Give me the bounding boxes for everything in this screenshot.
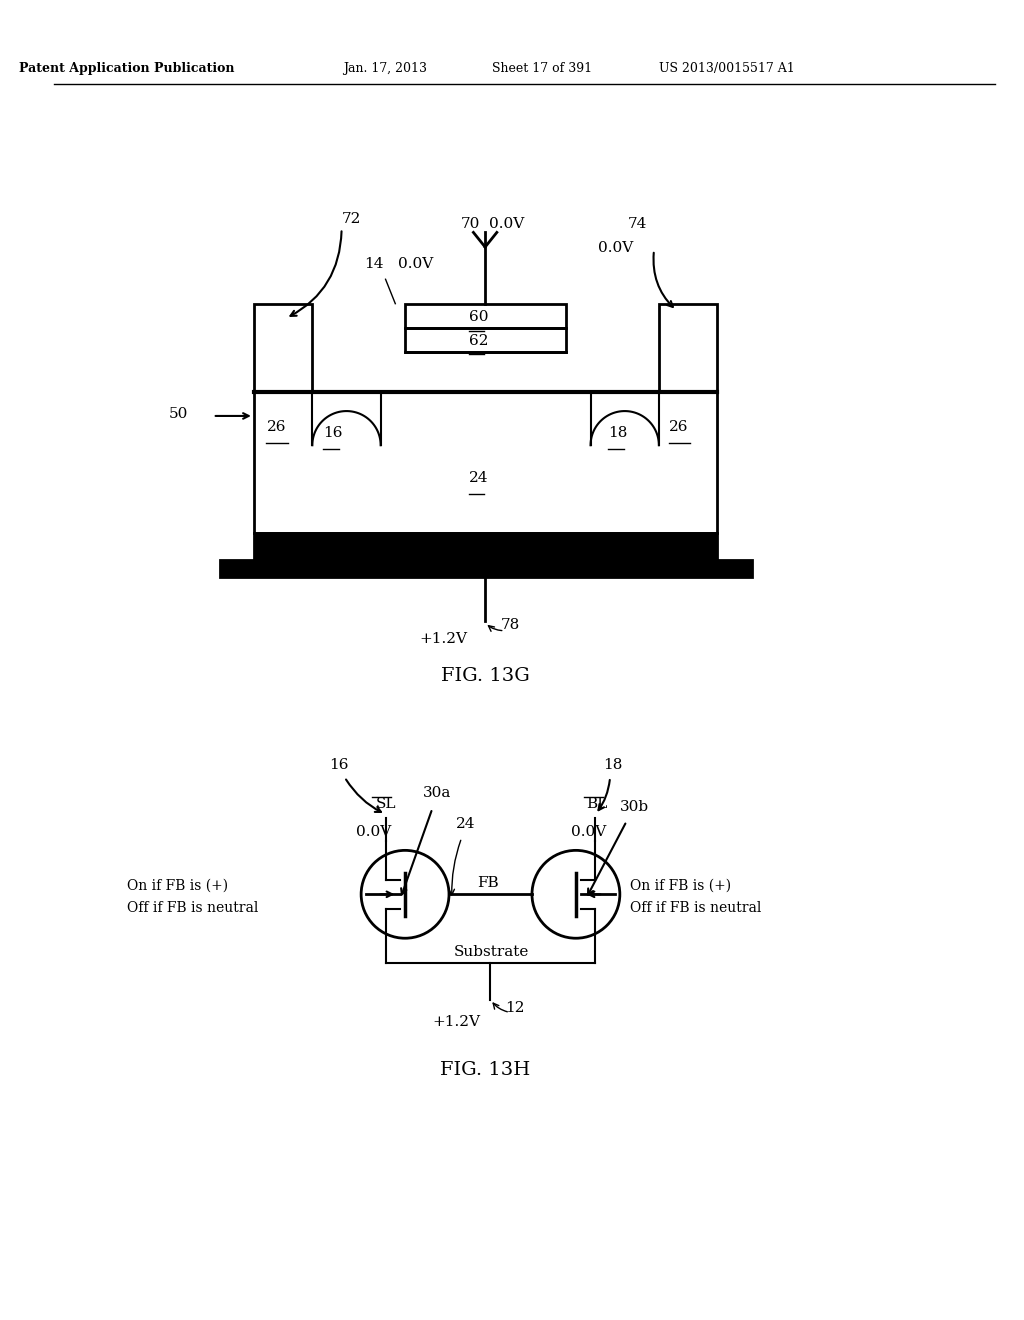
Bar: [254, 533, 718, 561]
Text: 0.0V: 0.0V: [398, 256, 433, 271]
Text: BL: BL: [586, 797, 607, 812]
Text: Off if FB is neutral: Off if FB is neutral: [127, 900, 258, 915]
Text: 16: 16: [323, 426, 343, 441]
Text: 16: 16: [329, 758, 348, 772]
Text: Sheet 17 of 391: Sheet 17 of 391: [492, 62, 592, 75]
Text: 14: 14: [365, 256, 384, 271]
Bar: [254, 392, 718, 533]
Text: On if FB is (+): On if FB is (+): [630, 878, 731, 892]
Text: 50: 50: [169, 407, 188, 421]
Text: 72: 72: [342, 211, 361, 226]
Text: 0.0V: 0.0V: [598, 242, 634, 255]
Text: 24: 24: [456, 817, 475, 830]
Bar: [406, 304, 566, 329]
Text: FB: FB: [477, 876, 499, 891]
Text: 70: 70: [461, 216, 480, 231]
Text: 12: 12: [505, 1002, 524, 1015]
Text: 0.0V: 0.0V: [356, 825, 391, 838]
Text: +1.2V: +1.2V: [432, 1015, 480, 1030]
Text: US 2013/0015517 A1: US 2013/0015517 A1: [659, 62, 795, 75]
Text: 12: 12: [466, 546, 485, 561]
Text: 24: 24: [469, 471, 488, 486]
Text: Substrate: Substrate: [454, 945, 528, 958]
Text: 0.0V: 0.0V: [571, 825, 606, 838]
Bar: [406, 329, 566, 352]
Text: FIG. 13G: FIG. 13G: [440, 668, 529, 685]
Text: 0.0V: 0.0V: [489, 216, 524, 231]
Text: Off if FB is neutral: Off if FB is neutral: [630, 900, 761, 915]
Text: Patent Application Publication: Patent Application Publication: [19, 62, 234, 75]
Text: 30b: 30b: [620, 800, 649, 814]
Text: 26: 26: [266, 420, 286, 433]
Text: +1.2V: +1.2V: [420, 632, 468, 647]
Bar: [219, 561, 752, 577]
Text: 30a: 30a: [423, 785, 451, 800]
Bar: [254, 304, 312, 392]
Text: FIG. 13H: FIG. 13H: [440, 1061, 530, 1078]
Text: 62: 62: [469, 334, 488, 347]
Text: 78: 78: [501, 618, 520, 632]
Text: 18: 18: [603, 758, 623, 772]
Text: On if FB is (+): On if FB is (+): [127, 878, 228, 892]
Text: 26: 26: [669, 420, 688, 433]
Text: 18: 18: [608, 426, 628, 441]
Text: 74: 74: [628, 216, 647, 231]
Text: 60: 60: [469, 310, 488, 325]
Bar: [658, 304, 718, 392]
Text: Jan. 17, 2013: Jan. 17, 2013: [343, 62, 428, 75]
Text: SL: SL: [376, 797, 396, 812]
